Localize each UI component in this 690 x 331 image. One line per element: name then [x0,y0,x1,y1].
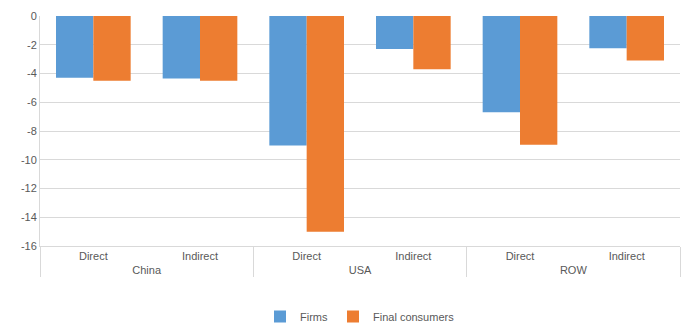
svg-text:ROW: ROW [560,264,588,276]
svg-text:Firms: Firms [300,311,328,323]
svg-text:-2: -2 [27,39,37,51]
svg-text:-6: -6 [27,96,37,108]
svg-text:Indirect: Indirect [395,250,431,262]
svg-text:Indirect: Indirect [609,250,645,262]
svg-text:-16: -16 [21,240,37,252]
svg-text:Final consumers: Final consumers [373,311,454,323]
svg-text:0: 0 [31,10,37,22]
svg-text:Direct: Direct [292,250,321,262]
svg-text:-4: -4 [27,67,37,79]
svg-text:Direct: Direct [506,250,535,262]
svg-text:-8: -8 [27,125,37,137]
svg-text:-10: -10 [21,154,37,166]
svg-text:-14: -14 [21,211,37,223]
svg-text:China: China [132,264,162,276]
svg-text:Indirect: Indirect [182,250,218,262]
svg-text:-12: -12 [21,182,37,194]
svg-text:Direct: Direct [79,250,108,262]
svg-text:USA: USA [349,264,372,276]
